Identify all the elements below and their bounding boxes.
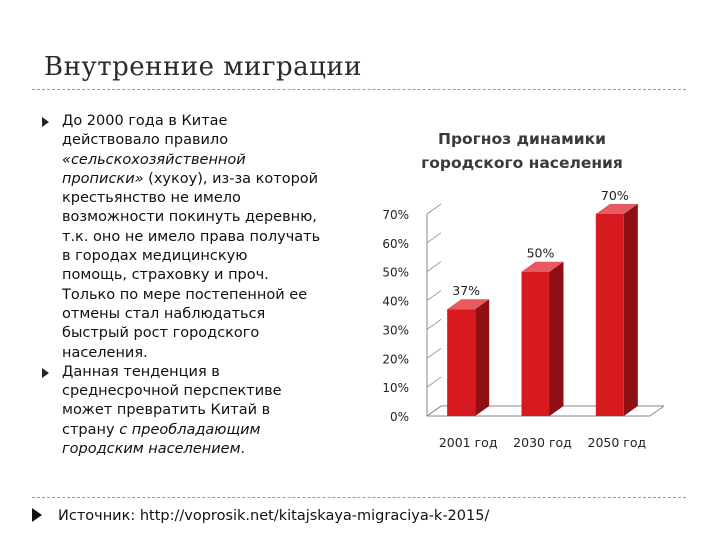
x-tick-label: 2030 год — [513, 435, 572, 450]
bullet-line: может превратить Китай в — [62, 401, 356, 420]
text: т.к. оно не имело права получать — [62, 228, 321, 245]
bullet-line: действовало правило — [62, 131, 356, 150]
y-tick-mark — [426, 319, 442, 330]
y-tick-label: 10% — [382, 381, 409, 395]
bar-top — [521, 261, 564, 272]
data-label: 50% — [527, 246, 555, 261]
bar — [521, 271, 550, 416]
text: Данная тенденция в — [62, 363, 220, 380]
bullet-list: До 2000 года в Китае действовало правило «… — [38, 112, 356, 459]
bullet-line: отмены стал наблюдаться — [62, 305, 356, 324]
bullet-line: населения. — [62, 344, 356, 363]
bullet-line: возможности покинуть деревню, — [62, 208, 356, 227]
bullet-arrow-icon — [42, 367, 49, 378]
bullet-line: среднесрочной перспективе — [62, 382, 356, 401]
x-tick-label: 2001 год — [439, 435, 498, 450]
y-tick-label: 70% — [382, 208, 409, 222]
bullet-line: т.к. оно не имело права получать — [62, 228, 356, 247]
bullet-line: крестьянство не имело — [62, 189, 356, 208]
bullet-line: прописки» (хукоу), из-за которой — [62, 170, 356, 189]
text: До 2000 года в Китае — [62, 113, 228, 129]
italic-text: с преобладающим — [119, 421, 261, 438]
bar-top — [447, 299, 490, 310]
bullet-line: городским населением. — [62, 440, 356, 459]
text: крестьянство не имело — [62, 190, 241, 207]
italic-text: прописки» — [62, 170, 144, 187]
bullet-item: До 2000 года в Китае действовало правило «… — [38, 112, 356, 363]
y-tick-mark — [426, 347, 442, 359]
data-label: 37% — [452, 283, 480, 298]
y-tick-mark — [426, 405, 442, 417]
bar-side — [623, 204, 638, 416]
source-line: Источник: http://voprosik.net/kitajskaya… — [30, 508, 489, 524]
text: среднесрочной перспективе — [62, 383, 282, 400]
italic-text: «сельскохозяйственной — [62, 151, 246, 168]
y-tick-mark — [426, 376, 442, 388]
y-tick-label: 30% — [382, 323, 409, 337]
bullet-arrow-icon — [42, 117, 49, 127]
text: в городах медицинскую — [62, 248, 248, 265]
bullet-line: помощь, страховку и проч. — [62, 266, 356, 285]
text: быстрый рост городского — [62, 325, 260, 342]
y-tick-mark — [426, 261, 442, 273]
floor-right-edge — [649, 405, 665, 417]
data-label: 70% — [601, 188, 629, 203]
bar-side — [475, 299, 490, 416]
urban-population-chart: Прогноз динамики городского населения 0% 10… — [382, 130, 665, 450]
bullet-item: Данная тенденция в среднесрочной перспект… — [38, 363, 356, 459]
bar — [595, 214, 624, 416]
bullet-line: До 2000 года в Китае — [62, 112, 356, 131]
y-tick-label: 40% — [382, 295, 409, 309]
text: населения. — [62, 344, 148, 361]
footer-divider — [32, 497, 686, 498]
y-tick-label: 0% — [390, 410, 409, 424]
y-tick-mark — [426, 232, 442, 244]
bullet-line: страну с преобладающим — [62, 421, 356, 440]
chart-title: городского населения — [421, 154, 623, 172]
text: . — [240, 441, 246, 458]
bullet-line: Только по мере постепенной ее — [62, 286, 356, 305]
bullet-line: в городах медицинскую — [62, 247, 356, 266]
chart-title: Прогноз динамики — [438, 130, 606, 148]
source-bullet-icon — [32, 508, 42, 522]
italic-text: городским населением — [62, 441, 241, 458]
bar — [447, 309, 476, 416]
text: действовало правило — [62, 132, 229, 149]
bullet-line: Данная тенденция в — [62, 363, 356, 382]
bullet-line: быстрый рост городского — [62, 324, 356, 343]
bullet-line: «сельскохозяйственной — [62, 151, 356, 170]
y-tick-label: 20% — [382, 352, 409, 366]
text: может превратить Китай в — [62, 402, 271, 419]
text: помощь, страховку и проч. — [62, 267, 269, 284]
y-tick-label: 50% — [382, 266, 409, 280]
bar-side — [549, 261, 564, 416]
y-tick-mark — [426, 203, 442, 215]
text: страну — [62, 421, 120, 438]
text: (хукоу), из-за которой — [143, 170, 319, 187]
x-tick-label: 2050 год — [588, 435, 647, 450]
text: Только по мере постепенной ее — [62, 286, 308, 303]
slide-title: Внутренние миграции — [44, 52, 362, 82]
text: отмены стал наблюдаться — [62, 305, 266, 322]
source-text: Источник: http://voprosik.net/kitajskaya… — [58, 508, 490, 524]
y-tick-label: 60% — [382, 237, 409, 251]
y-tick-mark — [426, 290, 442, 301]
text: возможности покинуть деревню, — [62, 209, 317, 226]
title-divider — [32, 89, 686, 90]
